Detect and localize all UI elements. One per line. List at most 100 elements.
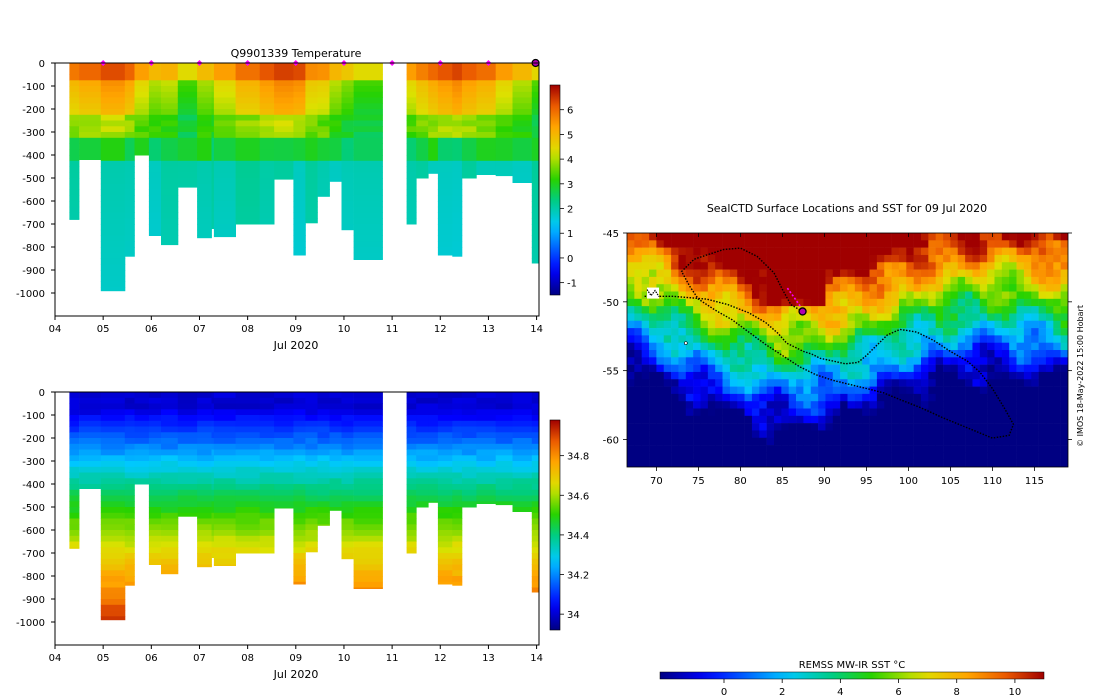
sst-cell: [928, 415, 936, 424]
sst-cell: [693, 254, 701, 263]
profile-cell: [274, 472, 294, 479]
profile-cell: [416, 466, 429, 473]
sst-cell: [766, 415, 775, 424]
profile-cell: [69, 541, 80, 548]
profile-cell: [531, 258, 540, 264]
sst-cell: [891, 459, 900, 467]
sst-cell: [722, 320, 731, 329]
sst-cell: [663, 371, 672, 380]
profile-cell: [461, 109, 477, 116]
sst-cell: [1053, 430, 1061, 439]
sst-cell: [796, 452, 804, 460]
sst-cell: [729, 240, 738, 248]
profile-cell: [161, 68, 179, 75]
sst-cell: [634, 357, 642, 365]
profile-cell: [211, 178, 215, 185]
sst-cell: [1023, 247, 1032, 256]
sst-cell: [641, 357, 650, 365]
profile-cell: [353, 392, 383, 399]
sst-cell: [921, 459, 929, 467]
profile-cell: [452, 212, 463, 219]
sst-cell: [751, 430, 760, 439]
profile-cell: [341, 392, 354, 399]
sst-cell: [906, 459, 914, 467]
profile-cell: [211, 160, 215, 167]
profile-cell: [353, 218, 383, 225]
sst-cell: [825, 459, 834, 467]
sst-cell: [950, 423, 959, 431]
profile-cell: [495, 166, 513, 173]
sst-cell: [759, 386, 767, 395]
profile-cell: [512, 478, 533, 485]
profile-cell: [512, 80, 533, 87]
sst-cell: [678, 430, 687, 439]
profile-cell: [317, 455, 330, 462]
sst-cell: [869, 379, 878, 387]
sst-cell: [722, 262, 731, 270]
sst-cell: [876, 254, 885, 263]
sst-cell: [935, 320, 944, 329]
profile-cell: [305, 415, 318, 422]
profile-cell: [428, 489, 439, 496]
profile-cell: [259, 461, 275, 468]
profile-cell: [197, 392, 212, 399]
profile-cell: [124, 195, 135, 202]
sst-cell: [869, 284, 878, 292]
sst-cell: [744, 291, 753, 300]
x-tick-label: 07: [193, 324, 206, 335]
profile-cell: [161, 409, 179, 416]
profile-cell: [428, 403, 439, 410]
profile-cell: [161, 466, 179, 473]
profile-cell: [495, 478, 513, 485]
sst-cell: [649, 379, 657, 387]
sst-cell: [781, 306, 789, 314]
profile-cell: [100, 501, 126, 508]
sst-cell: [722, 328, 731, 336]
sst-cell: [825, 379, 834, 387]
sst-cell: [1031, 401, 1039, 409]
profile-cell: [213, 189, 236, 196]
sst-cell: [634, 291, 642, 300]
profile-cell: [512, 403, 533, 410]
profile-cell: [69, 120, 80, 127]
sst-cell: [751, 284, 760, 292]
sst-cell: [788, 364, 797, 373]
profile-cell: [416, 97, 429, 104]
profile-cell: [79, 420, 102, 427]
profile-cell: [235, 143, 261, 150]
sst-cell: [965, 393, 973, 402]
sst-cell: [928, 452, 936, 460]
profile-cell: [495, 449, 513, 456]
profile-cell: [406, 155, 417, 162]
sst-cell: [788, 233, 797, 241]
profile-cell: [317, 91, 330, 98]
profile-cell: [476, 449, 497, 456]
sst-cell: [707, 306, 716, 314]
sst-cell: [722, 401, 731, 409]
profile-cell: [495, 80, 513, 87]
sst-cell: [994, 269, 1003, 278]
sst-cell: [685, 284, 694, 292]
sst-cell: [656, 276, 665, 285]
sst-cell: [965, 342, 973, 351]
profile-cell: [197, 80, 212, 87]
sst-cell: [729, 408, 738, 417]
sst-cell: [840, 379, 848, 387]
profile-cell: [317, 103, 330, 110]
sst-cell: [818, 262, 826, 270]
profile-cell: [305, 547, 318, 553]
sst-cell: [950, 364, 959, 373]
sst-cell: [715, 291, 723, 300]
sst-cell: [1023, 445, 1032, 453]
profile-cell: [341, 403, 354, 410]
profile-cell: [428, 397, 439, 404]
profile-cell: [461, 449, 477, 456]
profile-cell: [428, 166, 439, 173]
sst-cell: [685, 291, 694, 300]
sst-cell: [884, 328, 892, 336]
sst-cell: [884, 269, 892, 278]
sst-cell: [751, 357, 760, 365]
profile-cell: [531, 564, 540, 571]
sst-cell: [781, 335, 789, 343]
profile-cell: [161, 403, 179, 410]
